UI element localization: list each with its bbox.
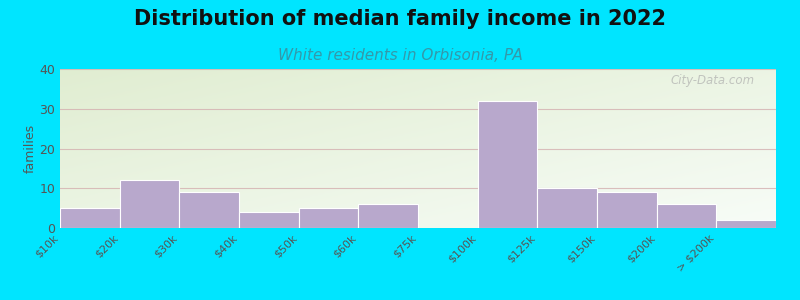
Bar	[239, 212, 298, 228]
Bar	[179, 192, 239, 228]
Bar	[538, 188, 597, 228]
Bar	[478, 101, 538, 228]
Bar	[657, 204, 716, 228]
Bar	[120, 180, 179, 228]
Y-axis label: families: families	[23, 124, 37, 173]
Bar	[716, 220, 776, 228]
Text: Distribution of median family income in 2022: Distribution of median family income in …	[134, 9, 666, 29]
Bar	[298, 208, 358, 228]
Bar	[358, 204, 418, 228]
Text: White residents in Orbisonia, PA: White residents in Orbisonia, PA	[278, 48, 522, 63]
Text: City-Data.com: City-Data.com	[670, 74, 754, 87]
Bar	[60, 208, 120, 228]
Bar	[597, 192, 657, 228]
